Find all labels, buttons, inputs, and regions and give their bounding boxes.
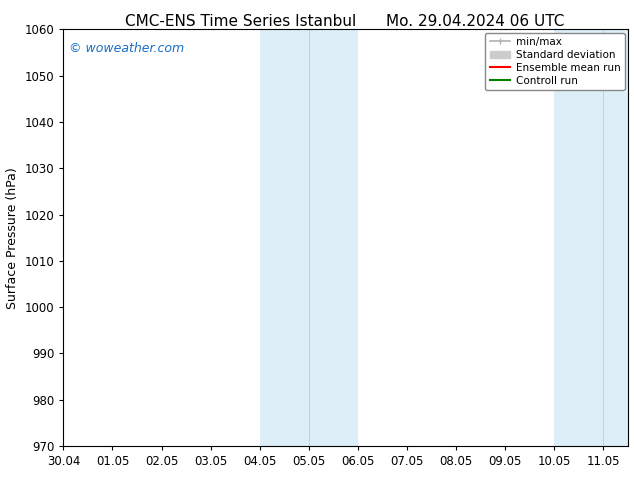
Bar [554, 29, 634, 446]
Text: © woweather.com: © woweather.com [69, 42, 184, 55]
Bar [260, 29, 358, 446]
Text: CMC-ENS Time Series Istanbul: CMC-ENS Time Series Istanbul [126, 14, 356, 29]
Text: Mo. 29.04.2024 06 UTC: Mo. 29.04.2024 06 UTC [386, 14, 565, 29]
Y-axis label: Surface Pressure (hPa): Surface Pressure (hPa) [6, 167, 19, 309]
Legend: min/max, Standard deviation, Ensemble mean run, Controll run: min/max, Standard deviation, Ensemble me… [486, 32, 624, 90]
